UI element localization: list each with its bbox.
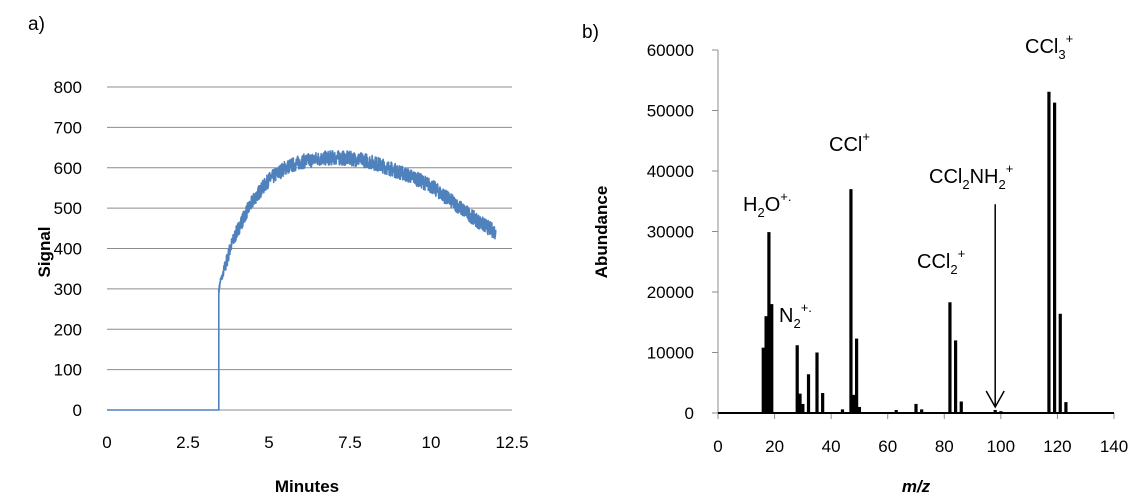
panel-b-peak-bar: [806, 374, 811, 413]
panel-b-peak-bar: [764, 316, 768, 413]
panel-b-peak-bar: [948, 302, 952, 413]
panel-b-bars: [761, 91, 1068, 414]
panel-b-peak-annotation: H2O+.: [743, 189, 791, 220]
panel-a-x-tick-label: 12.5: [495, 433, 528, 452]
panel-b-peak-bar: [815, 352, 819, 413]
panel-a-y-tick-label: 400: [54, 240, 82, 259]
panel-a-y-tick-label: 100: [54, 361, 82, 380]
panel-a-y-tick-label: 200: [54, 320, 82, 339]
panel-a-y-tick-label: 500: [54, 199, 82, 218]
panel-b-x-tick-label: 100: [987, 437, 1015, 456]
panel-b-y-tick-label: 0: [685, 404, 694, 423]
panel-b-peak-bar: [798, 393, 802, 413]
panel-b-y-tick-label: 40000: [647, 162, 694, 181]
panel-b-label: b): [582, 22, 599, 43]
panel-b-y-tick-label: 30000: [647, 223, 694, 242]
panel-b-y-axis-title: Abundance: [592, 186, 611, 279]
panel-b-peak-bar: [954, 340, 958, 413]
panel-a-y-tick-labels: 0 100 200 300 400 500 600 700 800: [54, 78, 82, 420]
panel-b-peak-annotation: CCl+: [829, 129, 870, 156]
panel-b-peak-annotation: N2+.: [779, 300, 812, 331]
panel-b-x-tick-label: 80: [935, 437, 954, 456]
panel-a-label: a): [28, 14, 45, 35]
panel-b-annotations: H2O+. N2+. CCl+ CCl2+ CCl2NH2+ CCl3+: [743, 31, 1073, 331]
panel-b-peak-bar: [761, 347, 765, 413]
panel-b-peak-bar: [801, 403, 805, 413]
panel-a-x-tick-label: 10: [422, 433, 441, 452]
panel-a-y-tick-label: 300: [54, 280, 82, 299]
panel-a-x-tick-label: 7.5: [338, 433, 362, 452]
panel-b-peak-annotation: CCl3+: [1025, 31, 1073, 62]
panel-b-y-tick-label: 20000: [647, 283, 694, 302]
panel-b-peak-bar: [894, 409, 898, 413]
panel-a-x-axis-title: Minutes: [275, 477, 339, 496]
panel-b-peak-bar: [849, 189, 853, 413]
panel-a-y-tick-label: 700: [54, 118, 82, 137]
panel-b-peak-bar: [993, 409, 997, 413]
panel-b-arrow-head: [985, 390, 1005, 409]
chart-panel-a: a) 0 100 200 300 400 500 600 700 800 0 2.5 5 7.5 10 1…: [28, 14, 529, 496]
panel-b-y-tick-label: 10000: [647, 344, 694, 363]
panel-b-peak-bar: [999, 411, 1003, 413]
panel-b-peak-bar: [857, 406, 862, 413]
panel-b-x-tick-labels: 0 20 40 60 80 100 120 140: [713, 437, 1128, 456]
panel-a-signal-line: [107, 150, 497, 411]
panel-b-y-tick-label: 50000: [647, 102, 694, 121]
panel-b-x-tick-label: 0: [713, 437, 722, 456]
panel-b-x-tick-label: 40: [822, 437, 841, 456]
panel-b-peak-bar: [920, 409, 924, 413]
panel-b-peak-bar: [914, 403, 918, 413]
panel-b-peak-bar: [770, 304, 774, 413]
panel-a-y-tick-label: 600: [54, 159, 82, 178]
panel-a-x-tick-label: 0: [102, 433, 111, 452]
panel-b-peak-annotation: CCl2+: [917, 246, 965, 277]
panel-b-peak-bar: [840, 409, 845, 413]
chart-panel-b: b) 0 10000 20000 30000 40000 50000 60000 0 20 40…: [582, 22, 1128, 496]
panel-b-peak-bar: [1053, 102, 1057, 413]
panel-b-x-tick-label: 140: [1100, 437, 1128, 456]
panel-b-y-tick-label: 60000: [647, 41, 694, 60]
panel-a-series: [107, 150, 497, 411]
panel-a-y-tick-label: 0: [73, 401, 82, 420]
panel-b-x-axis-title: m/z: [902, 477, 931, 496]
panel-b-peak-bar: [852, 394, 856, 413]
panel-b-peak-bar: [959, 401, 963, 413]
panel-b-x-tick-label: 120: [1043, 437, 1071, 456]
panel-a-y-tick-label: 800: [54, 78, 82, 97]
panel-b-peak-bar: [1047, 91, 1051, 414]
panel-a-x-tick-label: 2.5: [176, 433, 200, 452]
panel-a-gridlines: [107, 86, 512, 411]
panel-b-peak-bar: [821, 393, 825, 413]
panel-b-x-tick-label: 60: [878, 437, 897, 456]
panel-b-peak-bar: [855, 338, 859, 413]
panel-b-peak-annotation: CCl2NH2+: [929, 161, 1013, 192]
panel-a-x-tick-label: 5: [264, 433, 273, 452]
panel-a-x-tick-labels: 0 2.5 5 7.5 10 12.5: [102, 433, 528, 452]
panel-b-arrow: [985, 204, 1005, 409]
panel-b-peak-bar: [1058, 313, 1062, 413]
panel-a-y-axis-title: Signal: [35, 226, 54, 277]
panel-b-peak-bar: [1064, 402, 1068, 413]
panel-b-peak-bar: [767, 232, 771, 413]
panel-b-y-tick-labels: 0 10000 20000 30000 40000 50000 60000: [647, 41, 694, 423]
panel-b-peak-bar: [795, 345, 799, 413]
panel-b-x-tick-label: 20: [765, 437, 784, 456]
